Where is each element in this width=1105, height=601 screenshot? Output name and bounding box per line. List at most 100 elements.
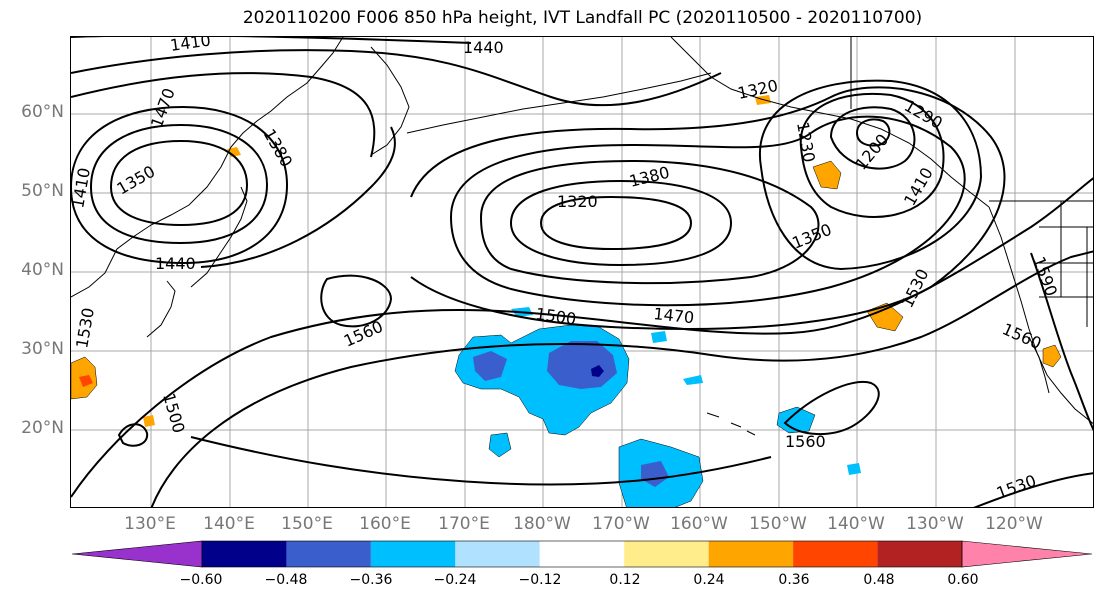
contour-north-2 xyxy=(71,72,376,158)
contour-label: 1590 xyxy=(1029,254,1061,299)
colorbar-tick: 0.48 xyxy=(863,572,895,588)
contour-1560-west xyxy=(320,274,393,328)
ivt-negative-hawaii xyxy=(776,406,816,434)
colorbar-segment xyxy=(455,541,540,567)
contour-label: 1350 xyxy=(789,220,834,253)
contour-label: 1500 xyxy=(159,391,188,435)
map-title: 2020110200 F006 850 hPa height, IVT Land… xyxy=(242,8,923,28)
lon-label-160e: 160°E xyxy=(359,514,411,534)
lon-label-180w: 180°W xyxy=(513,514,571,534)
contour-siberia-low-2 xyxy=(89,123,269,245)
contour-label: 1230 xyxy=(793,120,819,163)
contour-1560-south xyxy=(190,436,772,486)
colorbar-segment xyxy=(286,541,371,567)
contour-label: 1320 xyxy=(557,192,598,211)
colorbar-segment xyxy=(624,541,709,567)
map-canvas: 1410 1440 1470 1350 1380 1410 1440 1320 … xyxy=(71,37,1093,507)
contour-label: 1500 xyxy=(534,304,577,328)
contour-label: 1440 xyxy=(463,38,504,57)
colorbar-extend-low xyxy=(71,540,203,568)
lat-label-30: 30°N xyxy=(21,339,64,359)
ivt-negative-west xyxy=(473,351,507,381)
ivt-positive-small-west xyxy=(143,415,155,427)
contour-label: 1470 xyxy=(653,304,695,327)
coast-hawaii xyxy=(706,412,756,436)
contour-alaska-low-4 xyxy=(758,79,983,271)
contour-1500 xyxy=(71,177,1093,498)
contour-label: 1380 xyxy=(627,163,671,191)
contour-siberia-low-1 xyxy=(109,139,249,227)
colorbar-tick: −0.60 xyxy=(179,572,223,588)
contour-label: 1530 xyxy=(72,306,98,349)
contour-label: 1560 xyxy=(999,319,1044,353)
contour-alaska-low-1 xyxy=(855,118,891,147)
lon-label-140w: 140°W xyxy=(827,514,885,534)
ivt-shading xyxy=(71,95,1062,507)
lon-label-170e: 170°E xyxy=(438,514,490,534)
ivt-negative-south-blob xyxy=(488,432,512,458)
colorbar-tick: −0.24 xyxy=(433,572,477,588)
colorbar-extend-high xyxy=(961,540,1093,568)
contour-label: 1410 xyxy=(169,37,212,55)
ivt-negative-small-3 xyxy=(847,463,861,475)
lon-label-170w: 170°W xyxy=(592,514,650,534)
colorbar-tick: 0.12 xyxy=(609,572,641,588)
ivt-positive-gulf-alaska xyxy=(812,160,842,190)
contour-alaska-low-2 xyxy=(829,106,916,170)
coast-korea xyxy=(146,280,176,338)
contour-midpac-5 xyxy=(410,86,1006,330)
ivt-negative-peak xyxy=(591,365,604,377)
contour-midpac-4 xyxy=(449,115,966,307)
contour-label: 1560 xyxy=(341,317,386,351)
contour-label: 1410 xyxy=(71,166,94,209)
contour-1530-south-east xyxy=(973,472,1093,507)
colorbar-tick: 0.60 xyxy=(947,572,979,588)
coastlines xyxy=(71,37,1093,436)
colorbar-tick: −0.48 xyxy=(264,572,308,588)
lon-label-150w: 150°W xyxy=(749,514,807,534)
graticule xyxy=(71,37,1093,507)
coast-baja xyxy=(1028,336,1050,394)
colorbar-segment xyxy=(370,541,456,567)
ivt-negative-core xyxy=(547,341,617,389)
contour-label: 1320 xyxy=(736,76,780,103)
coast-aleutians xyxy=(406,72,712,134)
coast-north-america xyxy=(988,206,1093,425)
contour-1560-east xyxy=(783,380,880,436)
lat-label-20: 20°N xyxy=(21,418,64,438)
colorbar-tick: 0.36 xyxy=(778,572,810,588)
contour-label: 1440 xyxy=(155,254,196,273)
lat-label-40: 40°N xyxy=(21,260,64,280)
lon-label-150e: 150°E xyxy=(281,514,333,534)
ivt-positive-baja xyxy=(1042,344,1062,368)
contour-label: 1410 xyxy=(900,164,937,209)
lon-label-140e: 140°E xyxy=(203,514,255,534)
colorbar-tick: −0.36 xyxy=(349,572,393,588)
contour-small-west xyxy=(117,423,149,447)
contour-north-3 xyxy=(71,37,472,44)
colorbar-tick: 0.24 xyxy=(693,572,725,588)
contour-midpac-low-2 xyxy=(509,179,733,267)
map-panel: 1410 1440 1470 1350 1380 1410 1440 1320 … xyxy=(70,36,1094,508)
contour-label: 1560 xyxy=(785,432,826,451)
colorbar-segment xyxy=(877,541,962,567)
coast-japan xyxy=(190,186,248,288)
coast-asia xyxy=(71,37,344,298)
lon-label-130w: 130°W xyxy=(906,514,964,534)
contour-midpac-low-1 xyxy=(539,195,693,251)
contour-label: 1380 xyxy=(260,126,297,171)
colorbar-tick: −0.12 xyxy=(518,572,562,588)
contour-midpac-3 xyxy=(479,159,820,285)
contour-1590 xyxy=(1030,252,1093,432)
coast-kamchatka xyxy=(370,46,410,156)
contour-label: 1290 xyxy=(901,96,946,133)
lat-label-60: 60°N xyxy=(21,102,64,122)
colorbar-segment xyxy=(202,541,287,567)
state-borders xyxy=(1039,201,1093,327)
height-contours xyxy=(71,37,1093,507)
lon-label-160w: 160°W xyxy=(670,514,728,534)
lat-label-50: 50°N xyxy=(21,181,64,201)
lon-label-120w: 120°W xyxy=(985,514,1043,534)
ivt-negative-small-2 xyxy=(683,375,703,385)
colorbar xyxy=(71,540,1093,568)
